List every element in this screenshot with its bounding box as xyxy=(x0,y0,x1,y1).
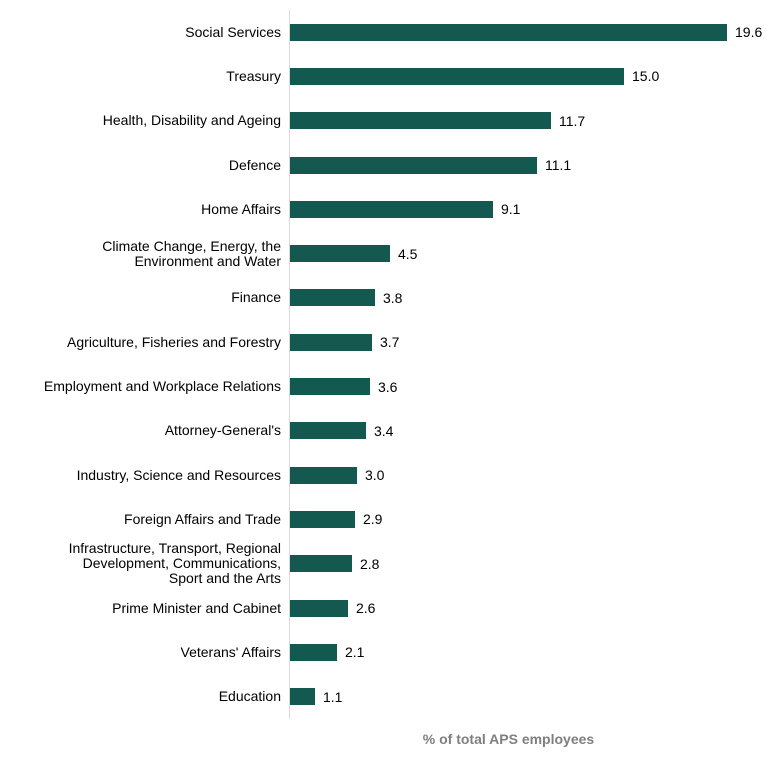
value-label: 2.9 xyxy=(363,511,383,528)
value-label: 19.6 xyxy=(735,24,763,41)
value-label: 2.6 xyxy=(356,600,376,616)
bar-area: 4.5 xyxy=(290,245,418,263)
bar-row: Health, Disability and Ageing 11.7 xyxy=(0,99,768,143)
bar-row: Foreign Affairs and Trade 2.9 xyxy=(0,497,768,541)
category-label: Agriculture, Fisheries and Forestry xyxy=(67,333,281,350)
x-axis-title: % of total APS employees xyxy=(422,731,595,747)
value-label: 3.6 xyxy=(378,378,398,395)
category-label: Health, Disability and Ageing xyxy=(102,112,281,129)
value-label: 3.0 xyxy=(365,467,385,484)
chart-rows: Social Services 19.6 Treasury 15.0 Health, D… xyxy=(0,10,768,719)
bar-area: 2.9 xyxy=(290,510,383,528)
bar xyxy=(290,112,551,130)
bar xyxy=(290,245,390,263)
value-label: 11.1 xyxy=(545,157,572,174)
bar xyxy=(290,289,375,307)
bar-area: 11.7 xyxy=(290,112,586,130)
category-label: Employment and Workplace Relations xyxy=(43,378,281,395)
category-label: Industry, Science and Resources xyxy=(76,466,281,483)
category-label: Finance xyxy=(231,289,281,306)
value-label: 4.5 xyxy=(398,245,418,262)
bar-area: 3.0 xyxy=(290,466,385,484)
value-label: 3.7 xyxy=(380,334,400,351)
bar-area: 9.1 xyxy=(290,200,521,218)
bar-area: 2.6 xyxy=(290,599,376,617)
bar xyxy=(290,378,370,396)
category-label: Social Services xyxy=(185,23,281,40)
value-label: 1.1 xyxy=(323,688,343,705)
category-label: Attorney-General's xyxy=(164,422,281,439)
value-label: 2.1 xyxy=(345,644,365,661)
bar-row: Prime Minister and Cabinet 2.6 xyxy=(0,586,768,630)
bar-area: 3.8 xyxy=(290,289,403,307)
value-label: 15.0 xyxy=(632,68,660,85)
category-label: Foreign Affairs and Trade xyxy=(124,510,281,527)
value-label: 11.7 xyxy=(559,112,586,129)
bar xyxy=(290,466,357,484)
bar-row: Employment and Workplace Relations 3.6 xyxy=(0,364,768,408)
value-label: 9.1 xyxy=(501,201,521,218)
category-label: Treasury xyxy=(226,67,281,84)
bar-area: 2.8 xyxy=(290,555,380,573)
bar-row: Social Services 19.6 xyxy=(0,10,768,54)
value-label: 3.8 xyxy=(383,289,403,306)
bar-row: Home Affairs 9.1 xyxy=(0,187,768,231)
bar-row: Industry, Science and Resources 3.0 xyxy=(0,453,768,497)
bar-area: 19.6 xyxy=(290,23,763,41)
bar xyxy=(290,67,624,85)
bar-area: 1.1 xyxy=(290,688,343,706)
bar xyxy=(290,599,348,617)
category-label: Defence xyxy=(228,156,281,173)
bar-area: 2.1 xyxy=(290,643,365,661)
bar xyxy=(290,510,355,528)
bar-area: 3.7 xyxy=(290,333,400,351)
bar-row: Veterans' Affairs 2.1 xyxy=(0,630,768,674)
category-label: Veterans' Affairs xyxy=(180,643,281,660)
value-label: 3.4 xyxy=(374,422,394,439)
bar xyxy=(290,23,727,41)
value-label: 2.8 xyxy=(360,555,380,572)
bar-row: Climate Change, Energy, the Environment … xyxy=(0,231,768,275)
bar-row: Infrastructure, Transport, Regional Deve… xyxy=(0,540,768,587)
y-axis-line xyxy=(289,10,290,719)
bar-row: Attorney-General's 3.4 xyxy=(0,409,768,453)
category-label: Climate Change, Energy, the Environment … xyxy=(102,237,281,269)
bar-row: Treasury 15.0 xyxy=(0,54,768,98)
bar-row: Agriculture, Fisheries and Forestry 3.7 xyxy=(0,320,768,364)
bar-area: 15.0 xyxy=(290,67,660,85)
bar xyxy=(290,688,315,706)
bar xyxy=(290,333,372,351)
bar-row: Defence 11.1 xyxy=(0,143,768,187)
bar-area: 3.4 xyxy=(290,422,394,440)
bar-area: 3.6 xyxy=(290,378,398,396)
bar-row: Finance 3.8 xyxy=(0,276,768,320)
bar xyxy=(290,200,493,218)
category-label: Infrastructure, Transport, Regional Deve… xyxy=(68,540,281,587)
category-label: Home Affairs xyxy=(201,200,281,217)
bar xyxy=(290,156,537,174)
bar-area: 11.1 xyxy=(290,156,572,174)
bar xyxy=(290,555,352,573)
category-label: Education xyxy=(218,688,281,705)
category-label: Prime Minister and Cabinet xyxy=(112,599,281,616)
bar xyxy=(290,643,337,661)
bar-row: Education 1.1 xyxy=(0,674,768,718)
bar xyxy=(290,422,366,440)
